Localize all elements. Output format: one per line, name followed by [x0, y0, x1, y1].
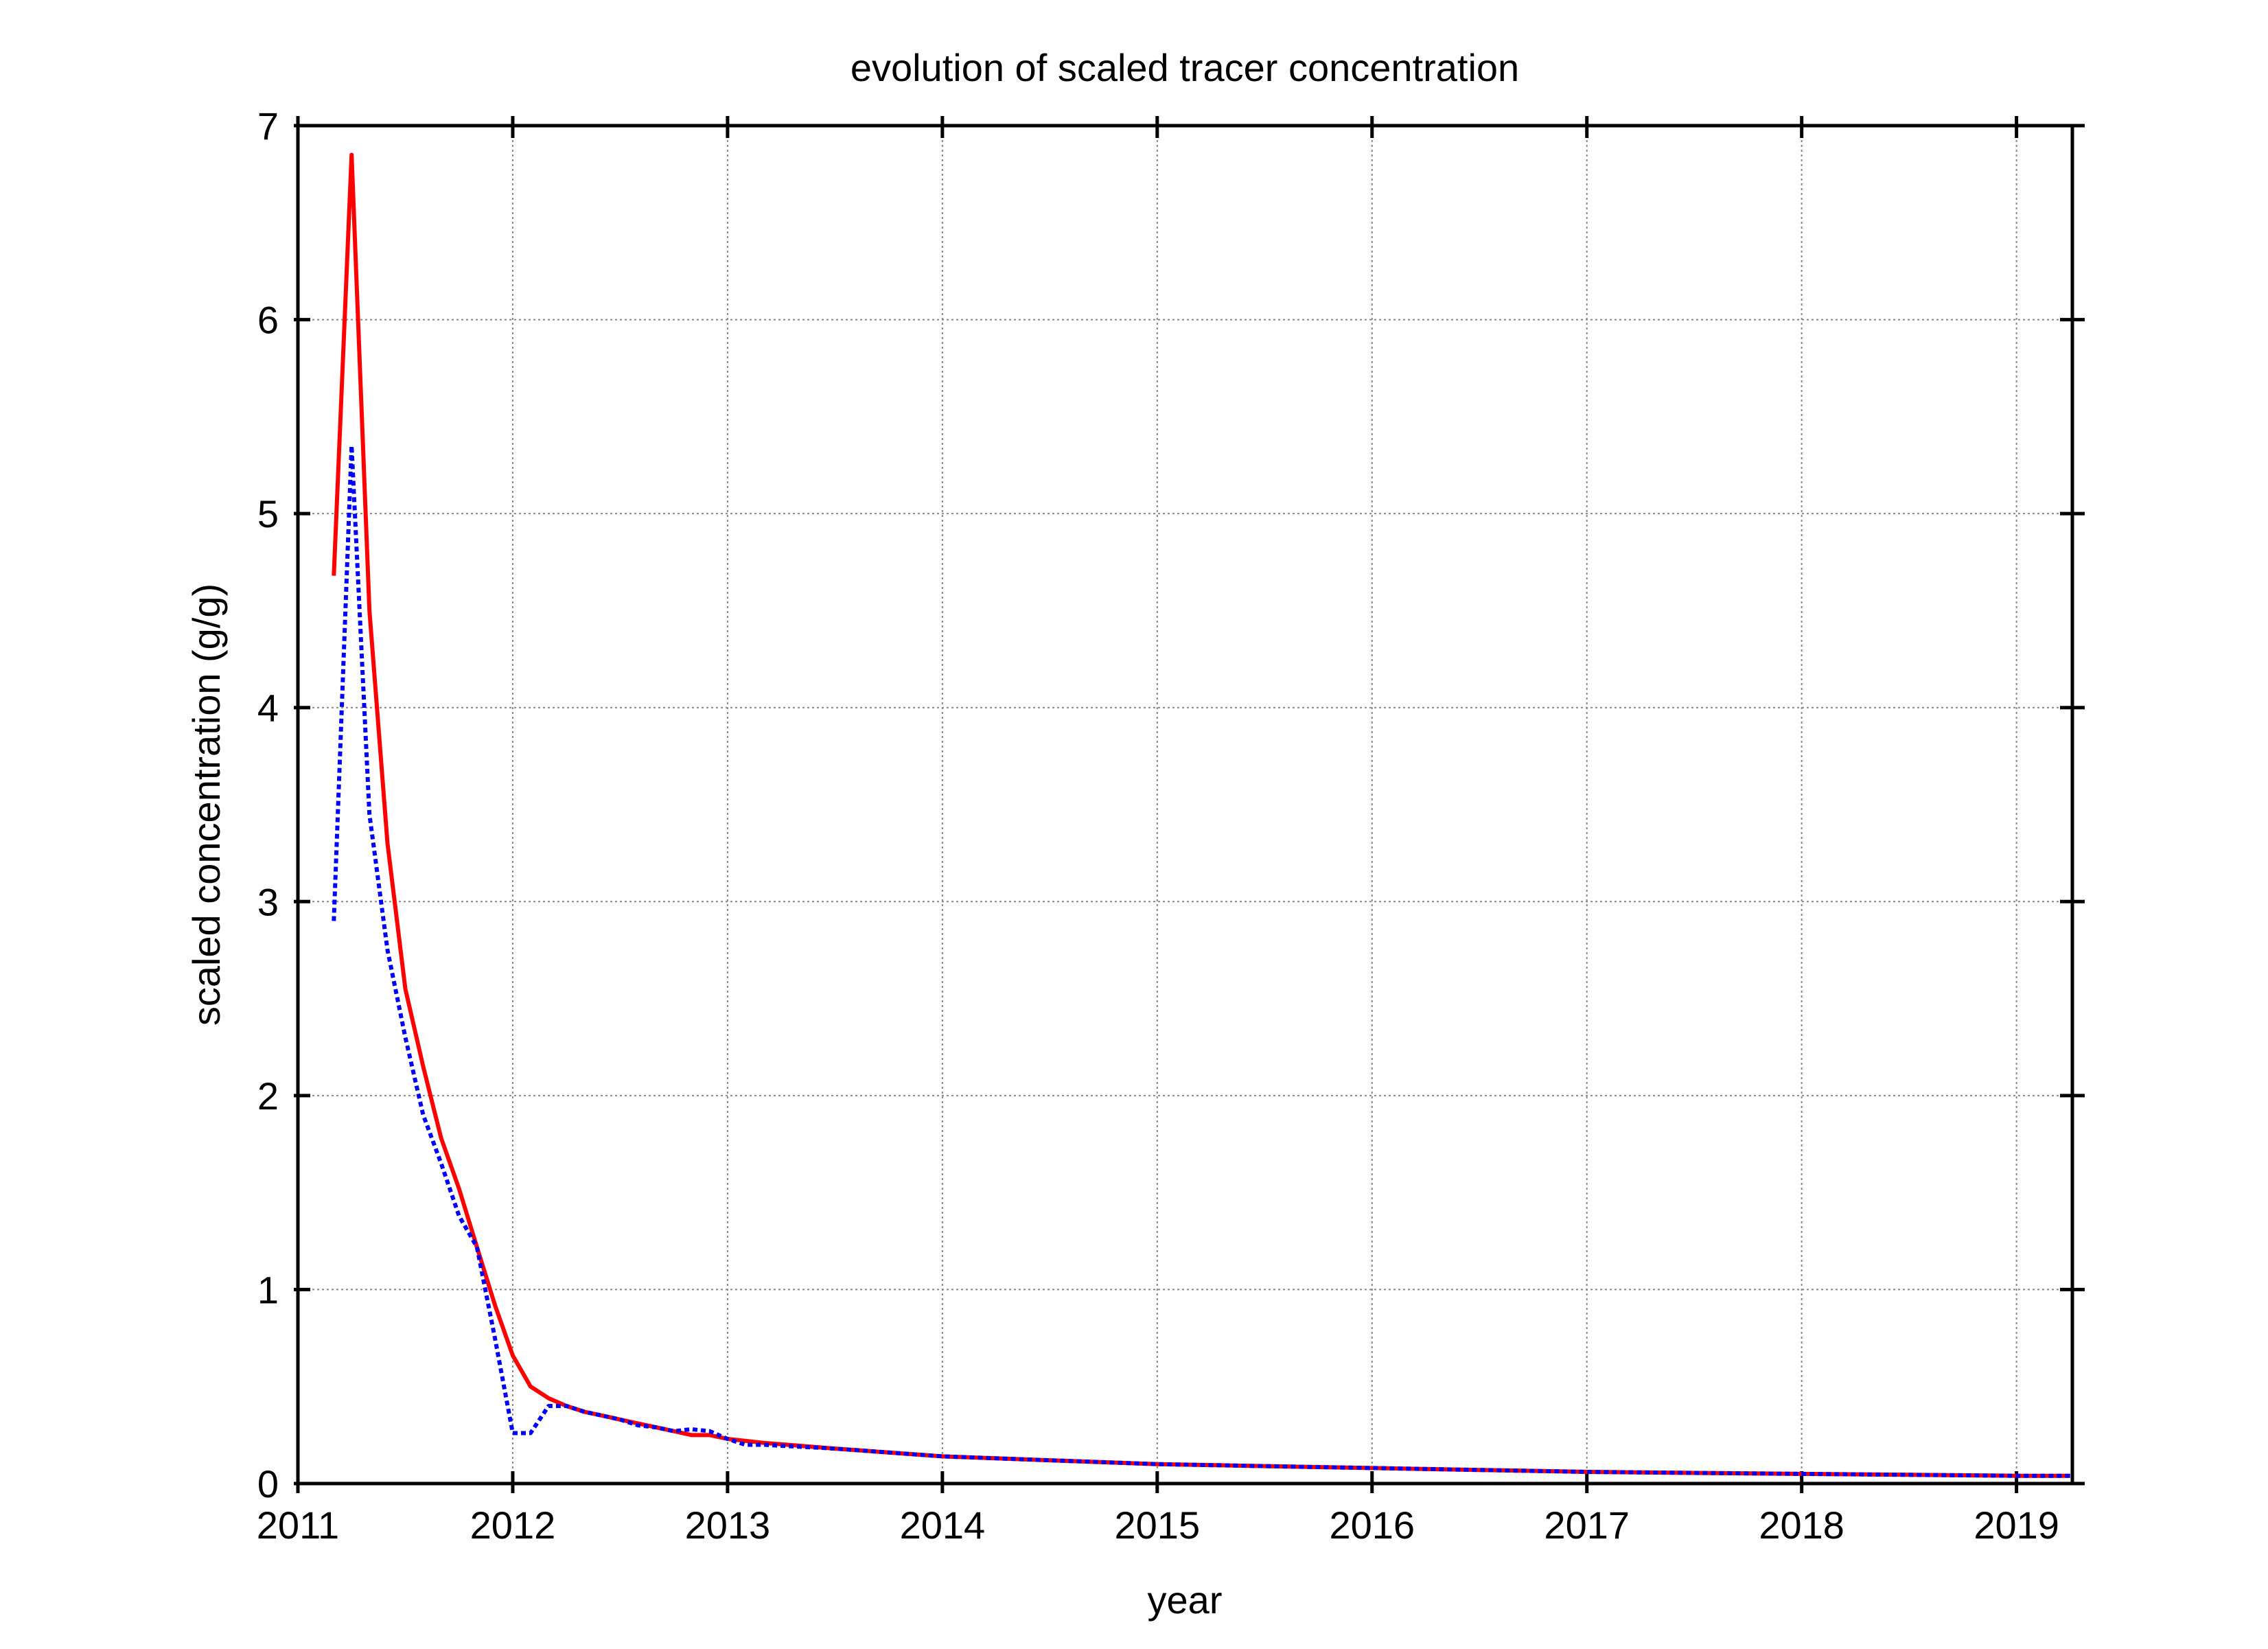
x-tick-label: 2016 — [1329, 1503, 1415, 1547]
y-tick-label: 7 — [257, 104, 279, 148]
y-tick-label: 6 — [257, 299, 279, 342]
x-tick-label: 2013 — [685, 1503, 771, 1547]
x-tick-label: 2011 — [257, 1503, 339, 1547]
data-line — [332, 152, 2070, 1478]
y-tick-label: 4 — [257, 687, 279, 730]
chart-title: evolution of scaled tracer concentration — [850, 46, 1519, 89]
x-tick-label: 2017 — [1544, 1503, 1630, 1547]
x-tick-label: 2018 — [1759, 1503, 1844, 1547]
y-tick-label: 5 — [257, 492, 279, 535]
data-line — [332, 443, 2070, 1478]
x-axis-label: year — [1148, 1578, 1223, 1622]
x-tick-label: 2014 — [900, 1503, 986, 1547]
y-tick-label: 1 — [257, 1268, 279, 1311]
plot-frame — [296, 124, 2074, 1486]
x-tick-label: 2015 — [1115, 1503, 1201, 1547]
y-axis-label: scaled concentration (g/g) — [185, 584, 228, 1026]
y-tick-label: 2 — [257, 1074, 279, 1118]
y-tick-label: 0 — [257, 1462, 279, 1506]
x-tick-label: 2012 — [470, 1503, 556, 1547]
x-tick-label: 2019 — [1974, 1503, 2059, 1547]
y-tick-label: 3 — [257, 880, 279, 923]
